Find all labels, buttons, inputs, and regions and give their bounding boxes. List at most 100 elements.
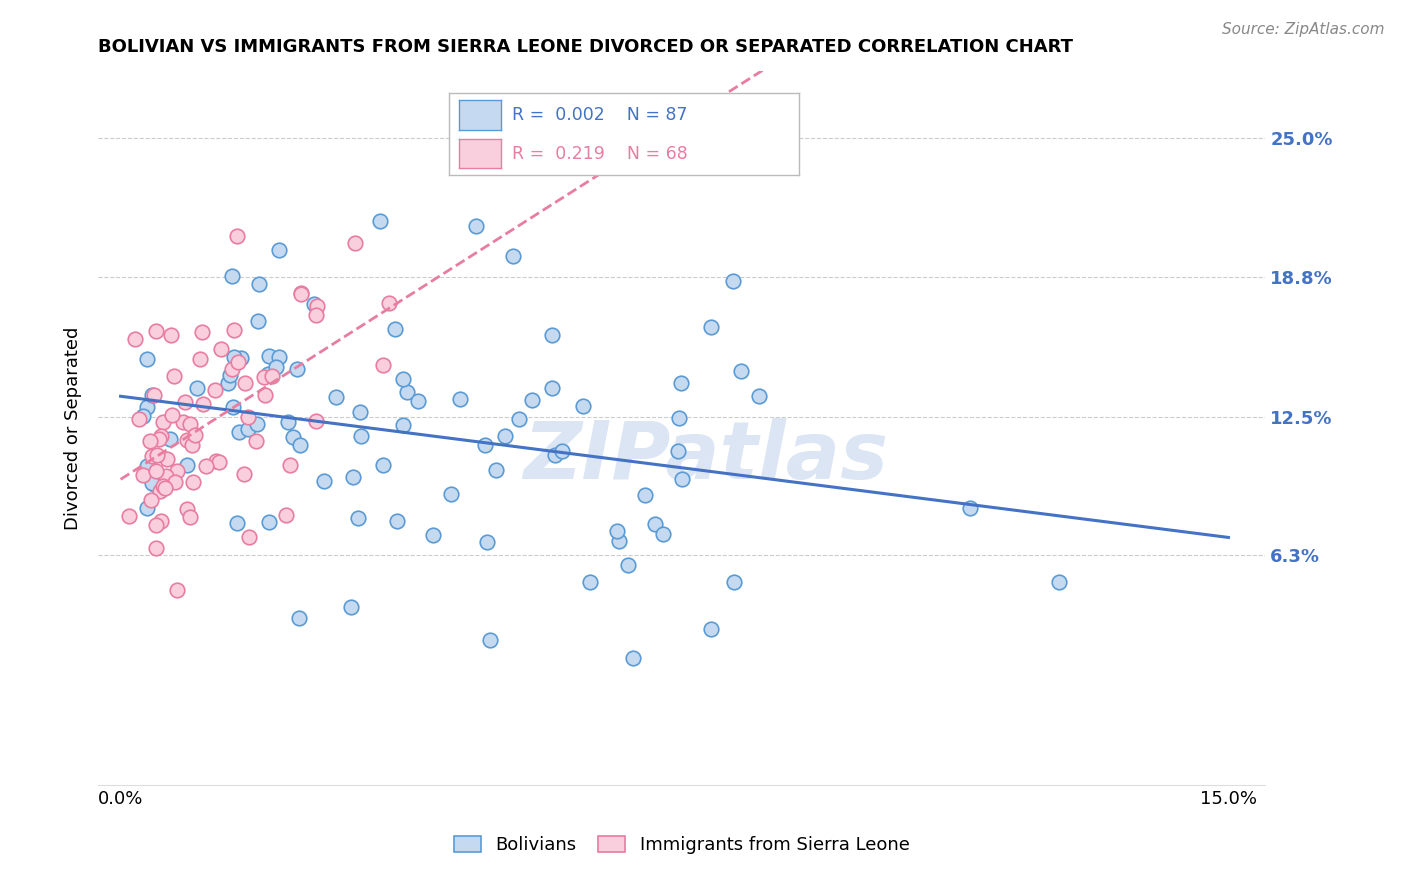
Point xyxy=(128,411,150,425)
Point xyxy=(551,444,574,458)
Point xyxy=(246,417,269,431)
Point xyxy=(368,213,391,227)
Point xyxy=(257,349,280,363)
Point xyxy=(165,475,187,490)
Point xyxy=(221,361,243,376)
Point xyxy=(148,432,170,446)
Point xyxy=(166,582,188,597)
Point xyxy=(205,453,228,467)
Y-axis label: Divorced or Separated: Divorced or Separated xyxy=(65,326,83,530)
Point xyxy=(132,467,155,482)
Point xyxy=(572,399,595,413)
Point xyxy=(290,287,312,301)
Point xyxy=(188,351,211,366)
Point xyxy=(219,368,242,383)
Point xyxy=(305,308,328,322)
Point xyxy=(378,296,401,310)
Point xyxy=(238,530,260,544)
Point xyxy=(224,323,246,337)
Point xyxy=(644,517,666,532)
Point xyxy=(721,274,744,288)
Point xyxy=(384,322,406,336)
Point xyxy=(671,472,693,486)
Point xyxy=(422,528,444,542)
Point xyxy=(312,474,335,488)
Point xyxy=(146,448,169,462)
Text: BOLIVIAN VS IMMIGRANTS FROM SIERRA LEONE DIVORCED OR SEPARATED CORRELATION CHART: BOLIVIAN VS IMMIGRANTS FROM SIERRA LEONE… xyxy=(98,38,1073,56)
Point xyxy=(278,458,301,473)
Point xyxy=(181,475,204,489)
Point xyxy=(204,383,226,397)
Point xyxy=(179,509,201,524)
Point xyxy=(277,415,299,429)
Point xyxy=(494,428,516,442)
Point xyxy=(748,389,770,403)
Point xyxy=(264,359,287,374)
Point xyxy=(634,488,657,502)
Point xyxy=(145,464,167,478)
Point xyxy=(221,400,243,414)
Point xyxy=(166,464,188,478)
Point xyxy=(1047,574,1070,589)
Point xyxy=(139,434,162,449)
Point xyxy=(349,404,371,418)
Point xyxy=(155,469,177,483)
Point xyxy=(262,368,284,383)
Point xyxy=(349,429,371,443)
Point xyxy=(246,313,269,327)
Point xyxy=(153,482,176,496)
Point xyxy=(222,351,245,365)
Point xyxy=(253,388,276,402)
Point xyxy=(150,429,173,443)
Point xyxy=(267,350,290,364)
Point xyxy=(226,355,249,369)
Point xyxy=(152,415,174,429)
Point xyxy=(959,500,981,515)
Point xyxy=(141,388,163,402)
Point xyxy=(247,277,270,291)
Point xyxy=(373,458,395,472)
Point xyxy=(143,476,166,491)
Point xyxy=(508,412,530,426)
Point xyxy=(228,425,250,439)
Point xyxy=(208,455,231,469)
Point xyxy=(156,452,179,467)
Point xyxy=(288,611,311,625)
Point xyxy=(285,361,308,376)
Point xyxy=(541,327,564,342)
Point xyxy=(342,469,364,483)
Point xyxy=(139,492,162,507)
Point xyxy=(607,534,630,549)
Point xyxy=(465,219,488,233)
Point xyxy=(176,433,198,447)
Point xyxy=(621,650,644,665)
Point xyxy=(700,319,723,334)
Point xyxy=(474,438,496,452)
Point xyxy=(281,430,304,444)
Point xyxy=(269,244,291,258)
Point xyxy=(225,228,247,243)
Point xyxy=(176,458,198,472)
Text: Source: ZipAtlas.com: Source: ZipAtlas.com xyxy=(1222,22,1385,37)
Point xyxy=(385,514,408,528)
Point xyxy=(191,325,214,339)
Point xyxy=(485,463,508,477)
Point xyxy=(141,449,163,463)
Point xyxy=(159,328,181,343)
Point xyxy=(232,467,254,482)
Point xyxy=(132,409,155,423)
Point xyxy=(163,368,186,383)
Point xyxy=(226,516,249,531)
Point xyxy=(143,388,166,402)
Point xyxy=(186,381,208,395)
Point xyxy=(343,235,366,250)
Point xyxy=(391,372,413,386)
Point xyxy=(723,574,745,589)
Point xyxy=(172,415,194,429)
Point xyxy=(145,541,167,555)
Point xyxy=(391,417,413,432)
Point xyxy=(669,376,692,391)
Point xyxy=(259,515,281,529)
Point xyxy=(406,394,429,409)
Point xyxy=(231,351,253,366)
